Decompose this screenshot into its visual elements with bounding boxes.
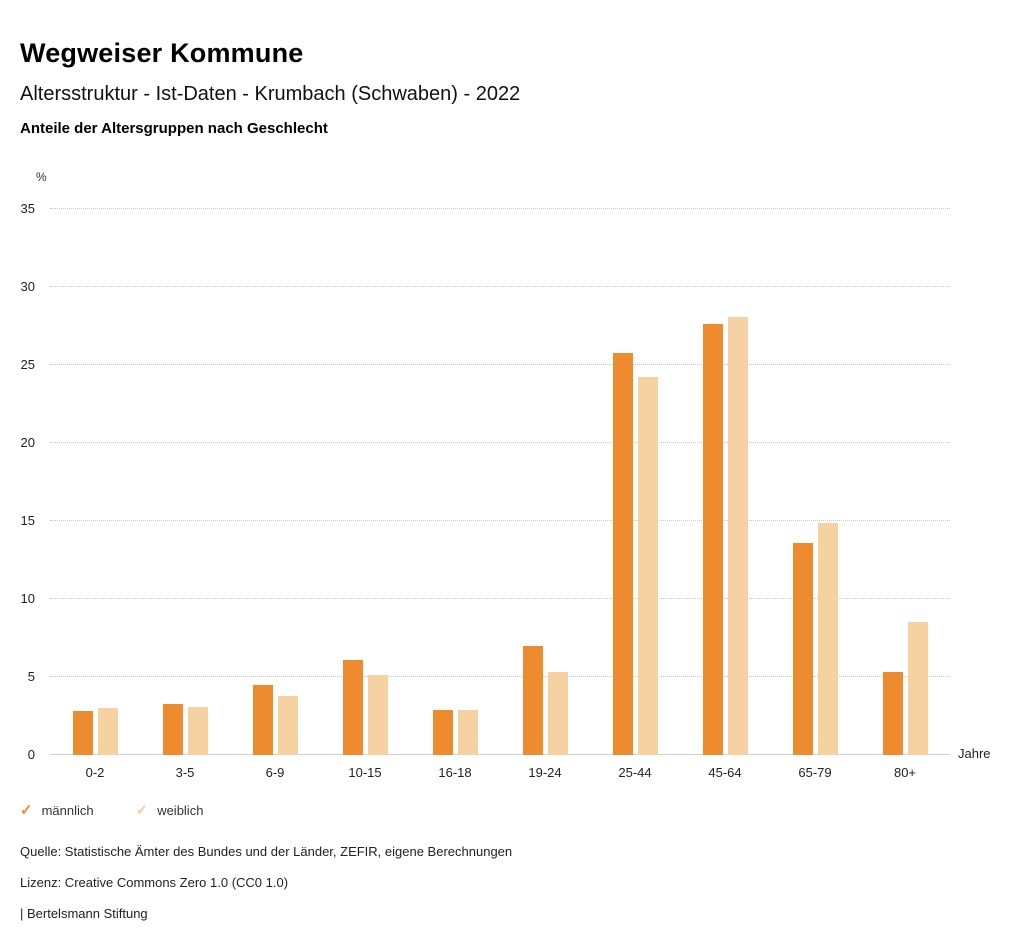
y-tick-label: 30 bbox=[20, 279, 35, 294]
x-tick-label: 65-79 bbox=[798, 765, 832, 780]
bar-männlich-3-5[interactable] bbox=[162, 703, 183, 755]
y-tick-label: 20 bbox=[20, 435, 35, 450]
bar-group-10-15: 10-15 bbox=[320, 209, 410, 780]
x-axis-line bbox=[50, 754, 950, 755]
bar-männlich-10-15[interactable] bbox=[342, 659, 363, 755]
x-tick-label: 45-64 bbox=[708, 765, 742, 780]
legend-item-männlich[interactable]: ✓ männlich bbox=[20, 803, 94, 818]
gridline bbox=[50, 442, 950, 443]
bar-group-65-79: 65-79 bbox=[770, 209, 860, 780]
x-tick-label: 19-24 bbox=[528, 765, 562, 780]
y-tick-label: 25 bbox=[20, 357, 35, 372]
bar-männlich-45-64[interactable] bbox=[702, 324, 723, 755]
bar-männlich-25-44[interactable] bbox=[612, 352, 633, 755]
x-tick-label: 80+ bbox=[893, 765, 917, 780]
bar-group-6-9: 6-9 bbox=[230, 209, 320, 780]
x-tick-label: 16-18 bbox=[438, 765, 472, 780]
bar-weiblich-6-9[interactable] bbox=[277, 695, 298, 755]
chart-subtitle: Altersstruktur - Ist-Daten - Krumbach (S… bbox=[20, 82, 521, 105]
y-tick-label: 35 bbox=[20, 201, 35, 216]
bar-männlich-19-24[interactable] bbox=[522, 645, 543, 755]
y-tick-label: 15 bbox=[20, 513, 35, 528]
bar-weiblich-10-15[interactable] bbox=[367, 675, 388, 755]
bar-weiblich-19-24[interactable] bbox=[547, 672, 568, 755]
bar-weiblich-0-2[interactable] bbox=[97, 708, 118, 755]
bar-weiblich-16-18[interactable] bbox=[457, 709, 478, 755]
y-tick-label: 0 bbox=[27, 747, 35, 762]
bar-männlich-6-9[interactable] bbox=[252, 684, 273, 755]
bar-group-45-64: 45-64 bbox=[680, 209, 770, 780]
bar-männlich-0-2[interactable] bbox=[72, 711, 93, 755]
x-tick-label: 10-15 bbox=[348, 765, 382, 780]
gridline bbox=[50, 676, 950, 677]
bar-group-16-18: 16-18 bbox=[410, 209, 500, 780]
bar-weiblich-25-44[interactable] bbox=[637, 377, 658, 755]
legend-check-icon: ✓ bbox=[20, 802, 33, 819]
legend-check-icon: ✓ bbox=[135, 802, 149, 819]
bar-weiblich-65-79[interactable] bbox=[817, 522, 838, 755]
bar-group-80+: 80+ bbox=[860, 209, 950, 780]
bar-group-25-44: 25-44 bbox=[590, 209, 680, 780]
x-tick-label: 3-5 bbox=[175, 765, 195, 780]
bar-group-3-5: 3-5 bbox=[140, 209, 230, 780]
y-axis-unit-label: % bbox=[36, 170, 47, 184]
gridline bbox=[50, 598, 950, 599]
attribution-text: | Bertelsmann Stiftung bbox=[20, 906, 148, 921]
y-tick-label: 10 bbox=[20, 591, 35, 606]
bar-männlich-65-79[interactable] bbox=[792, 542, 813, 755]
bar-männlich-16-18[interactable] bbox=[432, 709, 453, 755]
gridline bbox=[50, 286, 950, 287]
y-tick-label: 5 bbox=[27, 669, 35, 684]
chart-heading: Anteile der Altersgruppen nach Geschlech… bbox=[20, 120, 328, 137]
bar-weiblich-80+[interactable] bbox=[907, 622, 928, 755]
bar-weiblich-3-5[interactable] bbox=[187, 706, 208, 755]
legend-item-weiblich[interactable]: ✓ weiblich bbox=[136, 803, 204, 818]
x-tick-label: 25-44 bbox=[618, 765, 652, 780]
x-tick-label: 6-9 bbox=[265, 765, 285, 780]
bar-männlich-80+[interactable] bbox=[882, 672, 903, 755]
legend-label: weiblich bbox=[157, 803, 204, 818]
plot-area: 0 5 10 15 20 25 30 35 0-2 3-5 6-9 10-15 16-18 19-24 25… bbox=[21, 201, 950, 780]
page-title: Wegweiser Kommune bbox=[20, 38, 304, 69]
chart-legend: ✓ männlich ✓ weiblich bbox=[20, 803, 203, 818]
x-axis-unit-label: Jahre bbox=[958, 746, 991, 761]
bar-group-19-24: 19-24 bbox=[500, 209, 590, 780]
bar-group-0-2: 0-2 bbox=[50, 209, 140, 780]
gridline bbox=[50, 208, 950, 209]
source-text: Quelle: Statistische Ämter des Bundes un… bbox=[20, 844, 513, 859]
x-tick-label: 0-2 bbox=[85, 765, 105, 780]
gridline bbox=[50, 364, 950, 365]
gridline bbox=[50, 520, 950, 521]
legend-label: männlich bbox=[41, 803, 94, 818]
license-text: Lizenz: Creative Commons Zero 1.0 (CC0 1… bbox=[20, 875, 289, 890]
bar-weiblich-45-64[interactable] bbox=[727, 316, 748, 755]
